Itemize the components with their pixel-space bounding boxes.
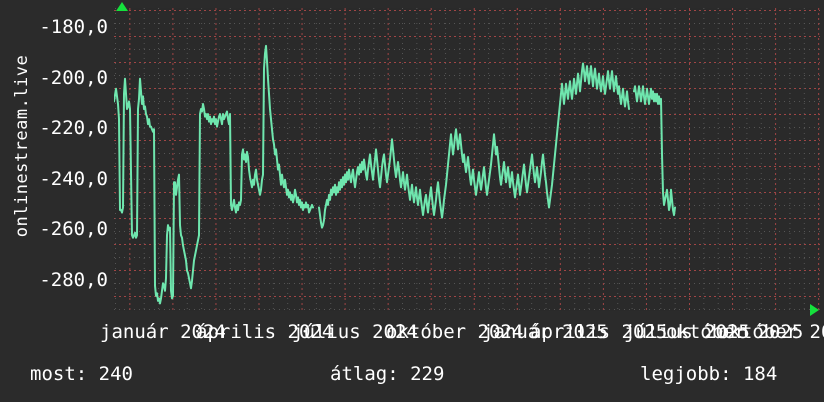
y-tick-label: -180,0 [39,16,108,39]
status-bar: most: 240 átlag: 229 legjobb: 184 [0,355,824,402]
x-axis-tick-labels: január 2024 április 2024 július 2024 októbe… [0,318,824,346]
x-axis-arrow-icon [810,304,819,316]
y-axis-tick-labels: -180,0 -200,0 -220,0 -240,0 -260,0 -280,0 [20,0,108,320]
x-tick-label: április 2025 [530,321,668,343]
stat-average: átlag: 229 [330,363,445,385]
x-tick-label: január 2024 [100,321,226,343]
x-tick-label: január 2025 [482,321,608,343]
y-axis-arrow-icon [116,2,128,11]
x-tick-label: július 2025 [624,321,750,343]
stat-best: legjobb: 184 [640,363,778,385]
x-tick-label: április 2024 [196,321,334,343]
x-tick-label: október 2025 [666,321,804,343]
y-tick-label: -200,0 [39,66,108,89]
y-tick-label: -240,0 [39,167,108,190]
data-line-series [114,44,676,305]
x-tick-label: október 2024 [386,321,524,343]
x-tick-label: július 2024 [292,321,418,343]
y-tick-label: -260,0 [39,218,108,241]
plot-area [114,8,820,311]
y-tick-label: -220,0 [39,117,108,140]
x-tick-label: október 20 [718,321,824,343]
y-tick-label: -280,0 [39,268,108,291]
stat-now: most: 240 [30,363,133,385]
grid-layer [114,8,820,311]
